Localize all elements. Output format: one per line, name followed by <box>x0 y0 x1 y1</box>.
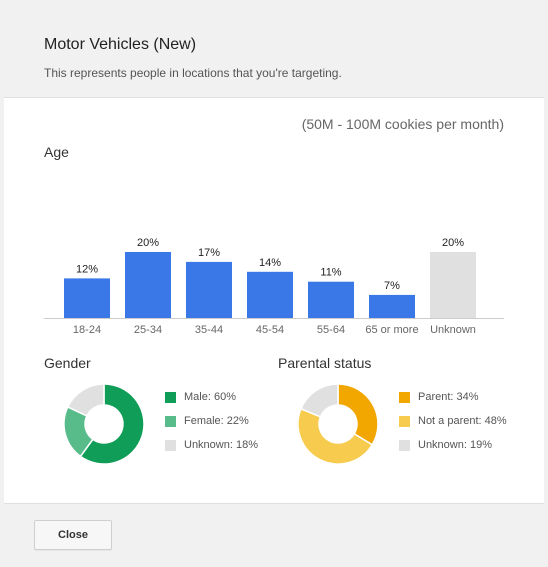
age-tick-label: 45-54 <box>256 324 284 336</box>
legend-parent: Parent: 34% <box>399 391 507 403</box>
age-bar <box>186 261 232 318</box>
legend-female: Female: 22% <box>165 415 258 427</box>
dialog-subtitle: This represents people in locations that… <box>44 66 342 80</box>
unknown-swatch <box>165 439 176 451</box>
age-tick-label: Unknown <box>430 324 476 336</box>
legend-parental-unknown-label: Unknown: 19% <box>418 439 492 451</box>
age-bar <box>64 278 110 318</box>
legend-not-parent-label: Not a parent: 48% <box>418 415 507 427</box>
insights-panel: (50M - 100M cookies per month) Age 12% 18… <box>4 97 544 504</box>
age-bar-value-label: 7% <box>384 280 400 292</box>
male-swatch <box>165 391 176 403</box>
age-bar-value-label: 12% <box>76 263 98 275</box>
age-bar <box>125 252 171 318</box>
parental-slice <box>337 383 379 446</box>
legend-not-parent: Not a parent: 48% <box>399 415 507 427</box>
age-bar-value-label: 20% <box>442 237 464 249</box>
age-bar <box>369 294 415 318</box>
age-tick-label: 35-44 <box>195 324 223 336</box>
audience-dialog: Motor Vehicles (New) This represents peo… <box>4 0 544 567</box>
age-title: Age <box>44 144 69 160</box>
age-bar-chart: 12% 18-24 20% 25-34 17% 35-44 14% 45-54 11% 55-64… <box>44 237 504 336</box>
age-tick-label: 65 or more <box>365 324 418 336</box>
age-bar <box>430 252 476 318</box>
female-swatch <box>165 415 176 427</box>
legend-male: Male: 60% <box>165 391 258 403</box>
parental-slice <box>300 383 339 418</box>
parental-legend: Parent: 34% Not a parent: 48% Unknown: 1… <box>399 391 507 463</box>
close-button[interactable]: Close <box>34 520 112 550</box>
legend-parent-label: Parent: 34% <box>418 391 479 403</box>
legend-female-label: Female: 22% <box>184 415 249 427</box>
parental-slice <box>297 407 374 465</box>
parental-donut-chart <box>297 383 379 465</box>
age-bar-value-label: 20% <box>137 237 159 249</box>
age-bar-value-label: 11% <box>320 267 341 279</box>
dialog-title: Motor Vehicles (New) <box>44 36 197 53</box>
gender-title: Gender <box>44 355 91 371</box>
parent-swatch <box>399 391 410 403</box>
legend-gender-unknown-label: Unknown: 18% <box>184 439 258 451</box>
parental-status-title: Parental status <box>278 355 372 371</box>
legend-male-label: Male: 60% <box>184 391 236 403</box>
age-bar <box>247 271 293 318</box>
not-parent-swatch <box>399 415 410 427</box>
age-bar-value-label: 14% <box>259 257 281 269</box>
legend-parental-unknown: Unknown: 19% <box>399 439 507 451</box>
legend-gender-unknown: Unknown: 18% <box>165 439 258 451</box>
gender-legend: Male: 60% Female: 22% Unknown: 18% <box>165 391 258 463</box>
age-bar <box>308 281 354 318</box>
gender-slice <box>79 383 145 465</box>
gender-donut-chart <box>63 383 145 465</box>
age-tick-label: 55-64 <box>317 324 345 336</box>
parental-unknown-swatch <box>399 439 410 451</box>
age-bar-value-label: 17% <box>198 247 220 259</box>
age-tick-label: 25-34 <box>134 324 162 336</box>
gender-slice <box>66 383 105 417</box>
age-tick-label: 18-24 <box>73 324 101 336</box>
reach-estimate: (50M - 100M cookies per month) <box>301 116 504 132</box>
